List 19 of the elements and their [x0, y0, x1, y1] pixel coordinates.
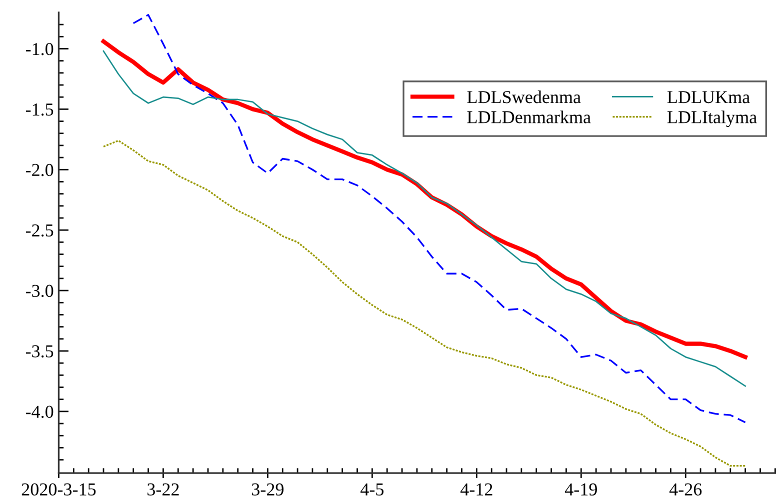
x-tick-label: 3-22: [148, 483, 179, 496]
x-tick-label: 4-12: [460, 483, 492, 496]
y-tick-label: -3.5: [26, 345, 54, 358]
y-tick-label: -2.5: [26, 224, 54, 237]
legend-label: LDLSwedenma: [467, 90, 581, 104]
x-tick-label: 4-5: [360, 483, 384, 496]
legend-label: LDLUKma: [667, 91, 750, 104]
x-tick-label: 3-29: [252, 483, 284, 496]
y-tick-label: -1.0: [26, 42, 54, 56]
line-series: [102, 140, 746, 467]
y-tick-label: -1.5: [26, 104, 54, 116]
x-tick-label: 2020-3-15: [22, 483, 96, 496]
y-tick-label: -4.0: [26, 406, 54, 418]
y-tick-label: -2.0: [26, 164, 54, 176]
x-tick-label: 4-26: [669, 483, 702, 496]
y-tick-label: -3.0: [26, 284, 54, 298]
x-tick-label: 4-19: [564, 483, 597, 496]
legend-label: LDLItalyma: [667, 110, 757, 128]
legend-label: LDLDenmarkma: [467, 110, 591, 124]
